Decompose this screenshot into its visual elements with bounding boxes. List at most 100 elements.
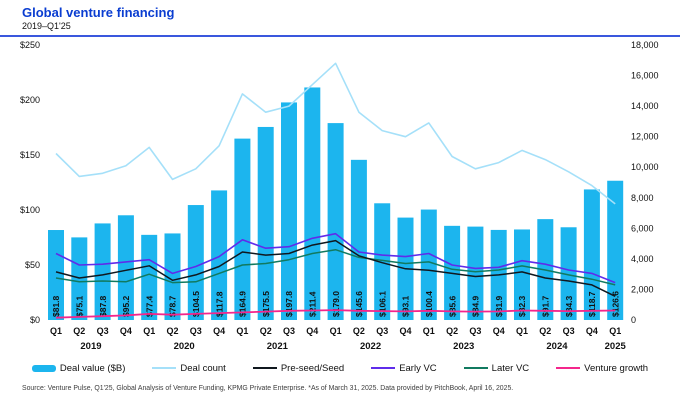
deal-value-bar xyxy=(141,234,158,320)
legend-line-swatch xyxy=(556,366,581,370)
deal-value-bar xyxy=(187,205,204,320)
legend-line-swatch xyxy=(252,366,277,370)
bar-value-label: $100.4 xyxy=(424,291,434,317)
bar-value-labels: $81.8 $75.1 $87.8 $95.2 $77.4 $78.7 $104.5 $117… xyxy=(51,291,620,317)
quarter-label: Q1 xyxy=(423,326,435,336)
right-axis-tick: 8,000 xyxy=(631,193,654,203)
quarter-label: Q4 xyxy=(120,326,132,336)
legend-label: Venture growth xyxy=(584,362,649,374)
deal-value-bar xyxy=(350,159,367,320)
legend-label: Pre-seed/Seed xyxy=(280,362,345,374)
legend-line-swatch xyxy=(463,366,488,370)
left-axis-tick: $150 xyxy=(20,150,40,160)
deal-value-bars xyxy=(48,87,624,321)
right-axis-tick: 16,000 xyxy=(631,71,659,81)
quarter-label: Q2 xyxy=(353,326,365,336)
line-later-vc xyxy=(55,248,616,286)
bar-value-label: $75.1 xyxy=(75,295,85,317)
legend-item-venture-growth: Venture growth xyxy=(556,363,648,374)
deal-value-bar xyxy=(117,215,134,320)
page-subtitle: 2019–Q1'25 xyxy=(22,21,71,31)
bar-value-label: $91.7 xyxy=(541,295,551,317)
legend-item-pre-seed-seed: Pre-seed/Seed xyxy=(252,362,345,374)
deal-value-bar xyxy=(560,227,577,320)
left-axis-tick: $200 xyxy=(20,95,40,105)
quarter-label: Q4 xyxy=(493,326,505,336)
bar-value-label: $95.2 xyxy=(121,295,131,317)
bar-value-label: $81.9 xyxy=(494,295,504,317)
right-axis-tick: 0 xyxy=(631,315,636,325)
legend-bar-swatch xyxy=(31,364,56,372)
right-axis-tick: 2,000 xyxy=(631,284,654,294)
right-axis-tick: 12,000 xyxy=(631,132,659,142)
year-label: 2021 xyxy=(267,341,289,352)
bar-value-label: $84.9 xyxy=(471,295,481,317)
bar-value-label: $126.6 xyxy=(610,291,620,317)
legend-label: Early VC xyxy=(399,362,437,374)
bar-value-label: $104.5 xyxy=(191,291,201,317)
year-label: 2020 xyxy=(174,341,195,352)
left-axis-tick: $250 xyxy=(20,40,40,50)
quarter-label: Q1 xyxy=(330,326,342,336)
line-venture-growth xyxy=(55,309,616,319)
year-label: 2024 xyxy=(546,341,568,352)
quarter-label: Q2 xyxy=(73,326,85,336)
quarter-label: Q4 xyxy=(399,326,411,336)
quarter-label: Q3 xyxy=(563,326,575,336)
year-label: 2019 xyxy=(80,341,101,352)
deal-value-bar xyxy=(467,226,484,320)
deal-value-bar xyxy=(281,102,297,320)
quarter-label: Q4 xyxy=(306,326,318,336)
bar-value-label: $81.8 xyxy=(51,295,61,317)
quarter-label: Q3 xyxy=(376,326,388,336)
bar-value-label: $87.8 xyxy=(98,295,108,317)
deal-value-bar xyxy=(211,190,228,320)
legend-item-deal-value-b-: Deal value ($B) xyxy=(31,363,125,374)
deal-value-bar xyxy=(514,229,530,320)
quarter-label: Q3 xyxy=(283,326,295,336)
left-axis-labels: $250 $200 $150 $100 $50 $0 xyxy=(20,40,40,325)
legend-item-later-vc: Later VC xyxy=(463,363,529,374)
line-early-vc xyxy=(55,232,616,284)
page-title: Global venture financing xyxy=(22,5,175,20)
year-labels: 2019 2020 2021 2022 2023 2024 2025 xyxy=(80,341,626,352)
title-divider xyxy=(0,35,680,37)
bar-value-label: $211.4 xyxy=(308,291,318,317)
deal-value-bar xyxy=(164,233,181,320)
legend-item-early-vc: Early VC xyxy=(371,362,437,374)
bar-value-label: $77.4 xyxy=(144,295,154,317)
quarter-label: Q3 xyxy=(97,326,109,336)
line-deal-count xyxy=(55,62,616,205)
quarter-label: Q4 xyxy=(586,326,598,336)
bar-value-label: $145.6 xyxy=(354,291,364,317)
deal-value-bar xyxy=(94,223,111,320)
quarter-label: Q2 xyxy=(260,326,272,336)
bar-value-label: $179.0 xyxy=(331,291,341,317)
right-axis-tick: 4,000 xyxy=(631,254,654,264)
bar-value-label: $82.3 xyxy=(517,295,527,317)
deal-value-bar xyxy=(234,138,251,320)
bar-value-label: $118.7 xyxy=(587,291,597,317)
bar-value-label: $85.6 xyxy=(447,295,457,317)
bar-value-label: $78.7 xyxy=(168,295,178,317)
bar-value-label: $117.8 xyxy=(214,291,224,317)
quarter-label: Q1 xyxy=(236,326,248,336)
quarter-label: Q2 xyxy=(166,326,178,336)
legend-line-swatch xyxy=(371,366,396,370)
bar-value-label: $164.9 xyxy=(238,291,248,317)
bar-value-label: $197.8 xyxy=(284,291,294,317)
quarter-label: Q3 xyxy=(190,326,202,336)
quarter-label: Q3 xyxy=(469,326,481,336)
deal-value-bar xyxy=(257,126,274,320)
deal-value-bar xyxy=(48,230,64,320)
year-label: 2023 xyxy=(453,341,474,352)
quarter-label: Q1 xyxy=(50,326,62,336)
year-label: 2022 xyxy=(360,341,381,352)
legend-line-swatch xyxy=(152,366,177,370)
venture-growth-line xyxy=(55,309,616,319)
quarter-label: Q4 xyxy=(213,326,225,336)
deal-value-bar xyxy=(327,123,344,320)
deal-value-bar xyxy=(420,209,437,320)
quarter-label: Q1 xyxy=(609,326,621,336)
right-axis-tick: 10,000 xyxy=(631,162,659,172)
